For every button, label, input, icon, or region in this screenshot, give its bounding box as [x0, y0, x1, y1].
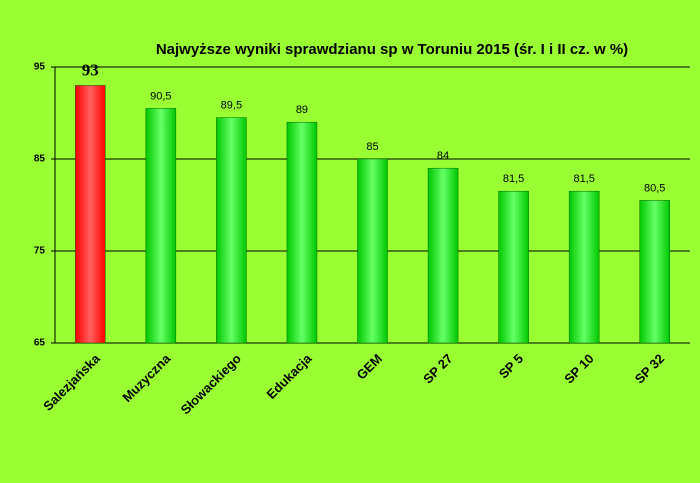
bar: [357, 158, 388, 344]
x-tick-label: SP 32: [632, 351, 667, 386]
y-tick-label: 65: [34, 338, 46, 349]
x-tick-label: Słowackiego: [178, 351, 244, 417]
x-tick-label: SP 27: [420, 351, 455, 386]
x-tick-label: SP 10: [561, 351, 596, 386]
chart-title: Najwyższe wyniki sprawdzianu sp w Toruni…: [156, 41, 628, 58]
value-label: 81,5: [573, 173, 594, 185]
bar: [639, 200, 670, 344]
x-tick-label: Edukacja: [264, 350, 316, 402]
value-label: 81,5: [503, 173, 524, 185]
bar: [427, 167, 459, 344]
bar: [145, 108, 177, 344]
y-tick-label: 75: [34, 246, 46, 257]
bar: [286, 121, 318, 344]
value-label: 89,5: [221, 100, 242, 112]
value-label: 85: [366, 141, 378, 153]
value-label: 80,5: [644, 182, 665, 194]
x-tick-label: SP 5: [496, 351, 526, 381]
x-tick-label: Salezjańska: [40, 350, 103, 413]
bar: [75, 85, 106, 344]
bar: [498, 190, 529, 344]
y-tick-label: 95: [34, 62, 46, 73]
value-label: 90,5: [150, 90, 171, 102]
y-tick-label: 85: [34, 154, 46, 165]
x-tick-label: Muzyczna: [119, 350, 174, 405]
value-label: 89: [296, 104, 308, 116]
bar: [216, 117, 247, 344]
value-label: 84: [437, 150, 449, 162]
value-label: 93: [82, 60, 99, 79]
x-tick-label: GEM: [353, 351, 385, 383]
bar: [568, 190, 600, 344]
